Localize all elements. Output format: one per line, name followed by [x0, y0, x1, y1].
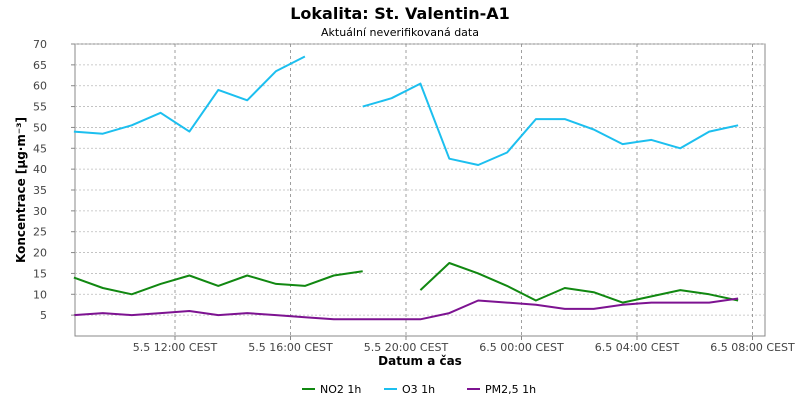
chart-subtitle: Aktuální neverifikovaná data: [321, 26, 479, 39]
y-axis-ticks: 5 10 15 20 25 30 35 40 45 50 55 60 65 70: [33, 38, 75, 322]
x-tick-label: 6.5 00:00 CEST: [479, 341, 564, 354]
x-axis-ticks: 5.5 12:00 CEST 5.5 16:00 CEST 5.5 20:00 CE…: [133, 336, 795, 354]
y-tick-label: 25: [33, 226, 47, 239]
legend-item-label: NO2 1h: [320, 383, 361, 396]
legend-item-label: O3 1h: [402, 383, 435, 396]
series-1: [73, 262, 739, 304]
x-tick-label: 5.5 12:00 CEST: [133, 341, 218, 354]
y-tick-label: 55: [33, 101, 47, 114]
y-tick-label: 70: [33, 38, 47, 51]
y-tick-label: 60: [33, 80, 47, 93]
y-tick-label: 10: [33, 288, 47, 301]
y-tick-label: 5: [40, 309, 47, 322]
x-tick-label: 6.5 04:00 CEST: [595, 341, 680, 354]
series-2: [73, 55, 739, 166]
x-tick-label: 5.5 16:00 CEST: [248, 341, 333, 354]
y-tick-label: 65: [33, 59, 47, 72]
y-tick-label: 30: [33, 205, 47, 218]
series-line: [362, 82, 739, 166]
y-axis-title: Koncentrace [µg·m⁻³]: [14, 117, 28, 263]
series-3: [73, 297, 739, 321]
series-line: [73, 297, 739, 321]
series-line: [73, 55, 306, 135]
y-tick-label: 40: [33, 163, 47, 176]
y-tick-label: 45: [33, 142, 47, 155]
x-tick-label: 6.5 08:00 CEST: [710, 341, 795, 354]
series-layer: [73, 55, 739, 321]
series-line: [419, 262, 739, 304]
x-axis-title: Datum a čas: [378, 354, 462, 368]
grid-layer: [75, 43, 765, 336]
legend-item-label: PM2,5 1h: [485, 383, 536, 396]
chart-title: Lokalita: St. Valentin-A1: [290, 4, 510, 23]
x-tick-label: 5.5 20:00 CEST: [364, 341, 449, 354]
y-tick-label: 15: [33, 267, 47, 280]
legend: NO2 1h O3 1h PM2,5 1h: [302, 383, 536, 396]
y-tick-label: 35: [33, 184, 47, 197]
y-tick-label: 20: [33, 247, 47, 260]
y-tick-label: 50: [33, 121, 47, 134]
series-line: [73, 270, 363, 296]
